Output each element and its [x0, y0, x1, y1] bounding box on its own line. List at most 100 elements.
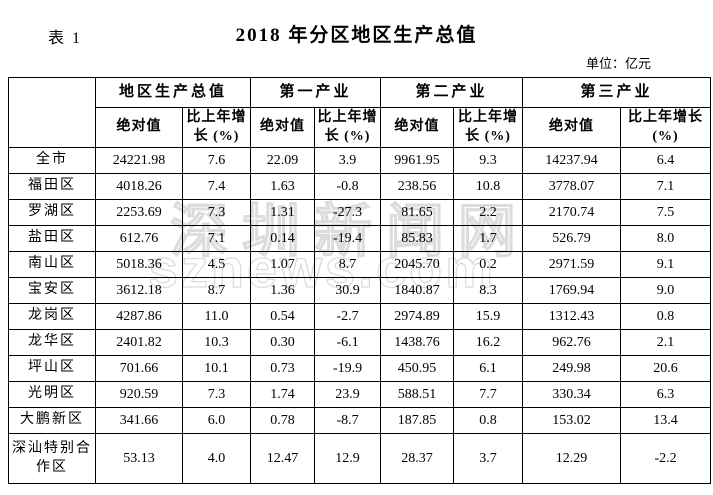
value-cell: -27.3	[314, 199, 382, 226]
value-cell: 7.1	[620, 173, 712, 200]
value-cell: 7.5	[620, 199, 712, 226]
value-cell: 2971.59	[522, 251, 622, 278]
value-cell: 0.2	[453, 251, 524, 278]
value-cell: 1769.94	[522, 277, 622, 304]
value-cell: 7.7	[453, 381, 524, 408]
value-cell: 9.1	[620, 251, 712, 278]
table-row: 盐田区 612.76 7.1 0.14 -19.4 85.83 1.7 526.79 8.0	[8, 225, 712, 252]
corner-cell	[8, 77, 96, 148]
region-cell: 全市	[8, 147, 96, 174]
value-cell: 1.7	[453, 225, 524, 252]
value-cell: 249.98	[522, 355, 622, 382]
value-cell: 24221.98	[95, 147, 183, 174]
value-cell: 6.0	[181, 407, 252, 434]
subheader-absolute-value: 绝对值	[95, 107, 183, 148]
col-group-primary-industry: 第一产业	[250, 77, 382, 108]
table-row: 宝安区 3612.18 8.7 1.36 30.9 1840.87 8.3 1769.94 9.…	[8, 277, 712, 304]
value-cell: 1.31	[250, 199, 316, 226]
value-cell: -19.9	[314, 355, 382, 382]
value-cell: 8.7	[181, 277, 252, 304]
value-cell: 7.3	[181, 381, 252, 408]
value-cell: 2.2	[453, 199, 524, 226]
value-cell: 1312.43	[522, 303, 622, 330]
table-row: 光明区 920.59 7.3 1.74 23.9 588.51 7.7 330.34 6.3	[8, 381, 712, 408]
value-cell: 7.3	[181, 199, 252, 226]
region-cell: 坪山区	[8, 355, 96, 382]
value-cell: 12.29	[522, 433, 622, 484]
value-cell: 2401.82	[95, 329, 183, 356]
region-cell: 大鹏新区	[8, 407, 96, 434]
value-cell: 53.13	[95, 433, 183, 484]
value-cell: -8.7	[314, 407, 382, 434]
value-cell: 11.0	[181, 303, 252, 330]
value-cell: 2253.69	[95, 199, 183, 226]
value-cell: 15.9	[453, 303, 524, 330]
region-cell: 龙岗区	[8, 303, 96, 330]
value-cell: 450.95	[380, 355, 455, 382]
value-cell: 330.34	[522, 381, 622, 408]
value-cell: 5018.36	[95, 251, 183, 278]
value-cell: 2170.74	[522, 199, 622, 226]
subheader-growth: 比上年增长 (%)	[620, 107, 712, 148]
table-row: 坪山区 701.66 10.1 0.73 -19.9 450.95 6.1 249.98 20.…	[8, 355, 712, 382]
value-cell: -2.2	[620, 433, 712, 484]
value-cell: 3612.18	[95, 277, 183, 304]
col-group-gdp: 地区生产总值	[94, 77, 252, 108]
table-row: 龙华区 2401.82 10.3 0.30 -6.1 1438.76 16.2 962.76 2…	[8, 329, 712, 356]
region-cell: 宝安区	[8, 277, 96, 304]
value-cell: 7.1	[181, 225, 252, 252]
value-cell: 12.9	[314, 433, 382, 484]
value-cell: 6.3	[620, 381, 712, 408]
value-cell: 526.79	[522, 225, 622, 252]
table-label: 表 1	[48, 30, 83, 47]
value-cell: 20.6	[620, 355, 712, 382]
value-cell: 7.6	[181, 147, 252, 174]
value-cell: 22.09	[250, 147, 316, 174]
value-cell: 1.07	[250, 251, 316, 278]
region-cell: 罗湖区	[8, 199, 96, 226]
value-cell: 341.66	[95, 407, 183, 434]
value-cell: 9.3	[453, 147, 524, 174]
subheader-growth: 比上年增长 (%)	[314, 107, 382, 148]
value-cell: 0.54	[250, 303, 316, 330]
table-row: 福田区 4018.26 7.4 1.63 -0.8 238.56 10.8 3778.07 7.…	[8, 173, 712, 200]
table-body: 全市 24221.98 7.6 22.09 3.9 9961.95 9.3 14237.94 6…	[8, 147, 712, 484]
value-cell: 6.1	[453, 355, 524, 382]
table-row: 龙岗区 4287.86 11.0 0.54 -2.7 2974.89 15.9 1312.43…	[8, 303, 712, 330]
value-cell: 0.73	[250, 355, 316, 382]
value-cell: 12.47	[250, 433, 316, 484]
value-cell: 2974.89	[380, 303, 455, 330]
value-cell: 3778.07	[522, 173, 622, 200]
value-cell: 13.4	[620, 407, 712, 434]
value-cell: 1.63	[250, 173, 316, 200]
value-cell: 4287.86	[95, 303, 183, 330]
value-cell: 28.37	[380, 433, 455, 484]
value-cell: 1.74	[250, 381, 316, 408]
value-cell: 10.1	[181, 355, 252, 382]
value-cell: 1.36	[250, 277, 316, 304]
table-row: 大鹏新区 341.66 6.0 0.78 -8.7 187.85 0.8 153.02 13.4	[8, 407, 712, 434]
value-cell: 6.4	[620, 147, 712, 174]
subheader-absolute-value: 绝对值	[522, 107, 622, 148]
value-cell: 7.4	[181, 173, 252, 200]
value-cell: 8.7	[314, 251, 382, 278]
value-cell: -6.1	[314, 329, 382, 356]
value-cell: -2.7	[314, 303, 382, 330]
region-cell: 盐田区	[8, 225, 96, 252]
value-cell: 588.51	[380, 381, 455, 408]
col-group-secondary-industry: 第二产业	[380, 77, 524, 108]
header-sub-row: 绝对值 比上年增长 (%) 绝对值 比上年增长 (%) 绝对值 比上年增长 (%…	[9, 107, 712, 148]
value-cell: 2045.70	[380, 251, 455, 278]
value-cell: 9961.95	[380, 147, 455, 174]
region-cell: 龙华区	[8, 329, 96, 356]
region-cell: 福田区	[8, 173, 96, 200]
value-cell: 30.9	[314, 277, 382, 304]
value-cell: 10.8	[453, 173, 524, 200]
table-row: 深汕特别合作区 53.13 4.0 12.47 12.9 28.37 3.7 12.29 -2.…	[8, 433, 712, 484]
header-group-row: 地区生产总值 第一产业 第二产业 第三产业	[8, 77, 712, 148]
value-cell: 4.0	[181, 433, 252, 484]
value-cell: 0.30	[250, 329, 316, 356]
page-title: 2018 年分区地区生产总值	[235, 25, 478, 46]
value-cell: 238.56	[380, 173, 455, 200]
subheader-growth: 比上年增长 (%)	[453, 107, 524, 148]
